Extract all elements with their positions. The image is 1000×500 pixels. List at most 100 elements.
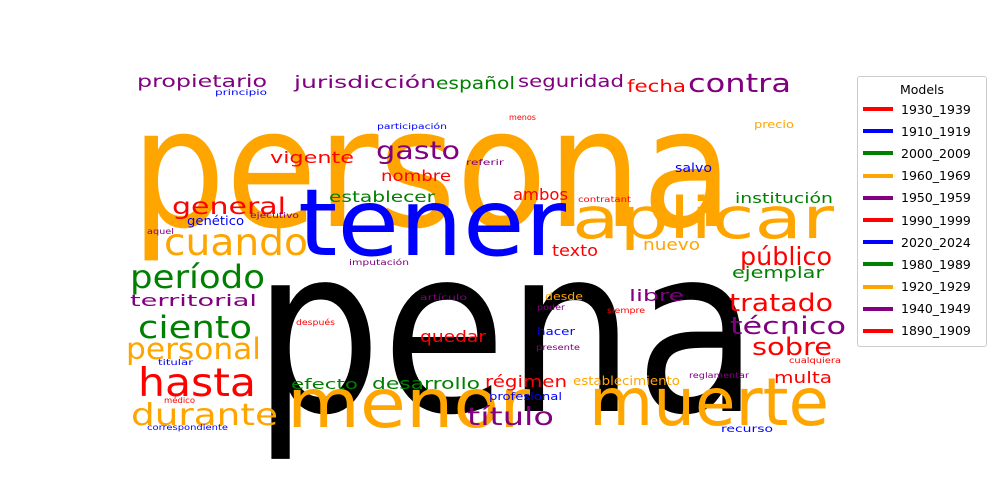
- word-13: público: [740, 242, 832, 271]
- legend-title: Models: [899, 82, 945, 97]
- legend-label: 1890_1909: [901, 323, 971, 339]
- legend-label: 1930_1939: [901, 101, 971, 117]
- word-65: correspondiente: [147, 423, 228, 432]
- word-14: tratado: [729, 289, 833, 317]
- legend-entry: 1910_1919: [858, 120, 986, 142]
- word-9: ciento: [138, 310, 252, 346]
- word-26: nombre: [381, 167, 451, 185]
- word-39: régimen: [485, 372, 567, 391]
- word-24: fecha: [627, 77, 686, 97]
- word-21: jurisdicción: [293, 73, 436, 93]
- word-44: desde: [545, 290, 583, 303]
- legend-entry: 1950_1959: [858, 187, 986, 209]
- legend-entry: 1930_1939: [858, 98, 986, 120]
- word-6: cuando: [164, 221, 308, 264]
- word-60: titular: [158, 358, 194, 367]
- word-55: imputación: [349, 257, 409, 267]
- legend-entry: 2000_2009: [858, 142, 986, 164]
- legend-label: 1910_1919: [901, 123, 971, 139]
- chart-legend: Models 1930_1939 1910_1919 2000_2009 1960_1…: [857, 76, 987, 347]
- word-27: establecer: [329, 188, 436, 206]
- legend-swatch: [863, 218, 893, 223]
- word-8: período: [130, 258, 265, 296]
- word-41: genético: [187, 214, 244, 228]
- legend-entry: 1890_1909: [858, 320, 986, 342]
- word-25: vigente: [270, 148, 354, 167]
- legend-label: 1960_1969: [901, 168, 971, 184]
- word-15: técnico: [730, 312, 846, 340]
- legend-label: 1980_1989: [901, 256, 971, 272]
- word-47: recurso: [721, 424, 773, 435]
- word-10: durante: [131, 398, 278, 433]
- word-64: médico: [164, 395, 195, 405]
- word-36: multa: [774, 368, 832, 387]
- word-0: persona: [131, 73, 733, 265]
- legend-label: 2020_2024: [901, 234, 971, 250]
- word-12: contra: [688, 69, 791, 99]
- word-1: pena: [253, 199, 759, 466]
- legend-label: 1990_1999: [901, 212, 971, 228]
- legend-label: 1940_1949: [901, 301, 971, 317]
- word-29: institución: [735, 191, 833, 207]
- word-22: español: [436, 74, 515, 94]
- legend-entry: 1940_1949: [858, 298, 986, 320]
- word-4: menor: [287, 365, 530, 444]
- word-52: contratant: [578, 195, 631, 204]
- word-28: ambos: [513, 185, 568, 204]
- word-40: establecimiento: [573, 374, 680, 388]
- word-2: tener: [298, 169, 567, 277]
- legend-entry: 2020_2024: [858, 231, 986, 253]
- legend-swatch: [863, 107, 893, 112]
- word-63: reglamentar: [689, 371, 750, 380]
- legend-swatch: [863, 129, 893, 134]
- word-53: ejecutivo: [250, 211, 299, 220]
- legend-swatch: [863, 284, 893, 289]
- word-51: referir: [466, 158, 505, 167]
- legend-entry: 1920_1929: [858, 276, 986, 298]
- word-50: menos: [509, 113, 536, 122]
- legend-label: 1950_1959: [901, 190, 971, 206]
- word-56: artículo: [420, 293, 467, 302]
- legend-entry: 1980_1989: [858, 253, 986, 275]
- word-3: aplicar: [572, 186, 835, 252]
- legend-swatch: [863, 306, 893, 311]
- word-17: título: [467, 402, 554, 431]
- word-11: personal: [126, 332, 261, 366]
- word-18: gasto: [376, 136, 460, 165]
- word-42: salvo: [675, 161, 712, 175]
- word-7: hasta: [138, 361, 256, 406]
- word-62: cualquiera: [789, 356, 841, 365]
- word-19: general: [172, 194, 286, 220]
- legend-swatch: [863, 173, 893, 178]
- word-5: muerte: [589, 364, 829, 441]
- legend-swatch: [863, 195, 893, 200]
- word-32: ejemplar: [732, 263, 825, 282]
- legend-swatch: [863, 240, 893, 245]
- legend-entry: 1960_1969: [858, 165, 986, 187]
- word-58: siempre: [607, 306, 645, 315]
- word-54: aquel: [147, 227, 174, 236]
- word-38: desarrollo: [372, 374, 480, 393]
- word-61: presente: [536, 343, 580, 352]
- word-59: después: [296, 317, 335, 327]
- word-43: precio: [754, 118, 794, 131]
- word-46: profesional: [489, 390, 562, 403]
- legend-swatch: [863, 262, 893, 267]
- word-23: seguridad: [518, 72, 624, 92]
- legend-swatch: [863, 328, 893, 333]
- word-20: propietario: [137, 72, 267, 92]
- word-45: hacer: [537, 325, 576, 338]
- word-33: territorial: [130, 291, 257, 310]
- word-35: quedar: [420, 327, 486, 346]
- word-16: sobre: [752, 333, 832, 361]
- legend-swatch: [863, 151, 893, 156]
- legend-label: 2000_2009: [901, 145, 971, 161]
- word-57: poder: [537, 303, 566, 312]
- legend-entry: 1990_1999: [858, 209, 986, 231]
- word-49: participación: [377, 121, 447, 131]
- word-48: principio: [215, 88, 267, 97]
- word-30: texto: [552, 241, 598, 260]
- legend-label: 1920_1929: [901, 279, 971, 295]
- word-37: efecto: [291, 377, 358, 393]
- word-34: libre: [629, 286, 684, 305]
